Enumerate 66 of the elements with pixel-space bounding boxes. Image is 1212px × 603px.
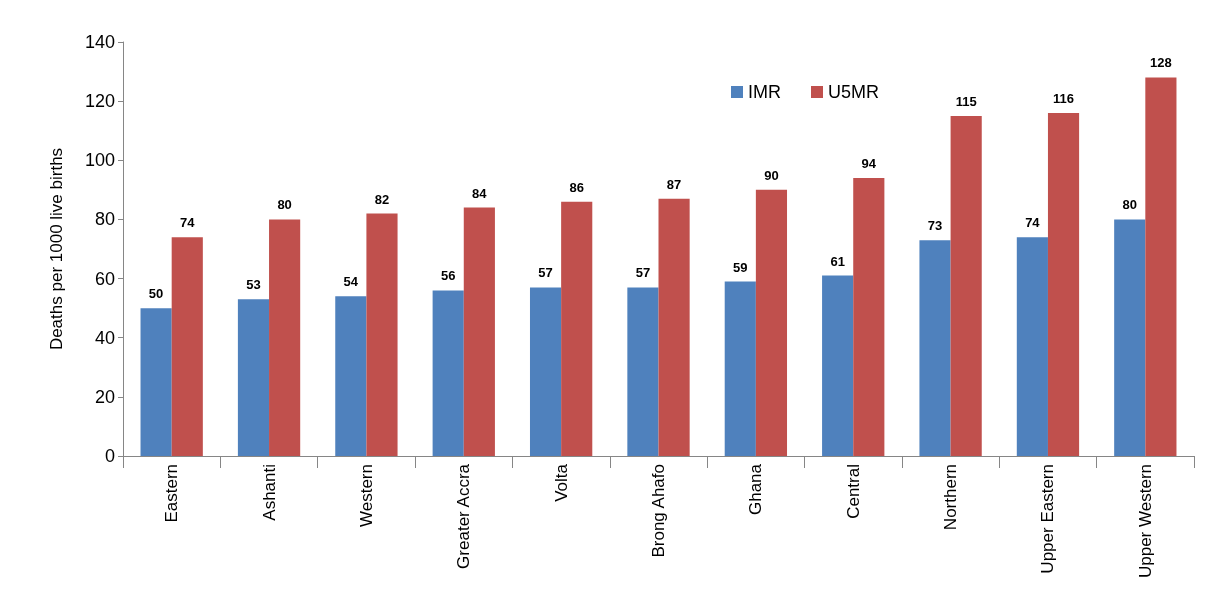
data-label: 87 <box>666 176 682 192</box>
bar <box>724 281 756 456</box>
data-label: 56 <box>440 268 456 284</box>
bar <box>463 207 495 456</box>
y-tick-label: 80 <box>94 209 115 230</box>
bar <box>171 237 203 456</box>
y-tick-label: 140 <box>84 32 115 52</box>
y-tick-label: 0 <box>104 446 115 466</box>
x-tick-label: Ashanti <box>259 464 279 521</box>
bar <box>237 299 270 456</box>
x-tick-label: Upper Eastern <box>1038 464 1058 574</box>
x-tick-label: Western <box>356 464 376 527</box>
bar <box>366 213 398 456</box>
bar <box>432 290 464 456</box>
data-label: 61 <box>830 253 845 269</box>
data-label: 50 <box>148 286 164 302</box>
data-label: 73 <box>927 218 943 234</box>
data-label: 80 <box>1122 197 1137 213</box>
bar <box>919 240 951 456</box>
data-label: 116 <box>1053 90 1075 106</box>
data-label: 128 <box>1150 55 1172 71</box>
data-label: 53 <box>246 277 261 293</box>
data-label: 74 <box>1025 215 1041 231</box>
data-label: 115 <box>955 93 977 109</box>
x-tick-label: Ghana <box>746 463 766 516</box>
legend-label: U5MR <box>828 82 880 102</box>
y-tick-label: 40 <box>94 327 115 348</box>
data-label: 94 <box>861 156 877 172</box>
bar <box>1114 219 1146 456</box>
x-tick-label: Northern <box>941 464 961 531</box>
bar <box>335 296 367 456</box>
legend-label: IMR <box>748 82 781 102</box>
data-label: 74 <box>180 215 196 231</box>
data-label: 59 <box>733 259 748 275</box>
data-label: 86 <box>569 179 584 195</box>
x-tick-label: Brong Ahafo <box>649 464 668 558</box>
data-label: 84 <box>472 185 488 201</box>
data-label: 82 <box>374 191 390 207</box>
bar <box>1145 77 1177 456</box>
x-tick-label: Central <box>843 464 863 519</box>
bar <box>755 189 788 456</box>
bar <box>627 287 659 456</box>
bar <box>269 219 301 456</box>
bar <box>658 198 690 456</box>
y-tick-label: 60 <box>94 268 115 289</box>
bar <box>853 178 885 456</box>
y-tick-label: 100 <box>84 150 115 171</box>
bar <box>1016 237 1048 456</box>
data-label: 90 <box>764 167 779 183</box>
y-tick-label: 120 <box>84 91 115 112</box>
bar <box>822 275 854 456</box>
bar <box>529 287 562 456</box>
bar <box>1047 112 1080 456</box>
data-label: 57 <box>635 265 651 281</box>
y-tick-label: 20 <box>94 386 115 407</box>
x-tick-label: Volta <box>551 463 571 502</box>
data-label: 80 <box>277 197 292 213</box>
x-tick-label: Eastern <box>162 464 182 523</box>
bar <box>561 201 593 456</box>
y-axis-title: Deaths per 1000 live births <box>47 147 66 351</box>
bar <box>140 308 172 456</box>
bar <box>950 115 982 456</box>
x-tick-label: Greater Accra <box>454 463 474 569</box>
data-label: 54 <box>343 274 359 290</box>
x-tick-label: Upper Western <box>1135 464 1155 579</box>
data-label: 57 <box>538 265 553 281</box>
